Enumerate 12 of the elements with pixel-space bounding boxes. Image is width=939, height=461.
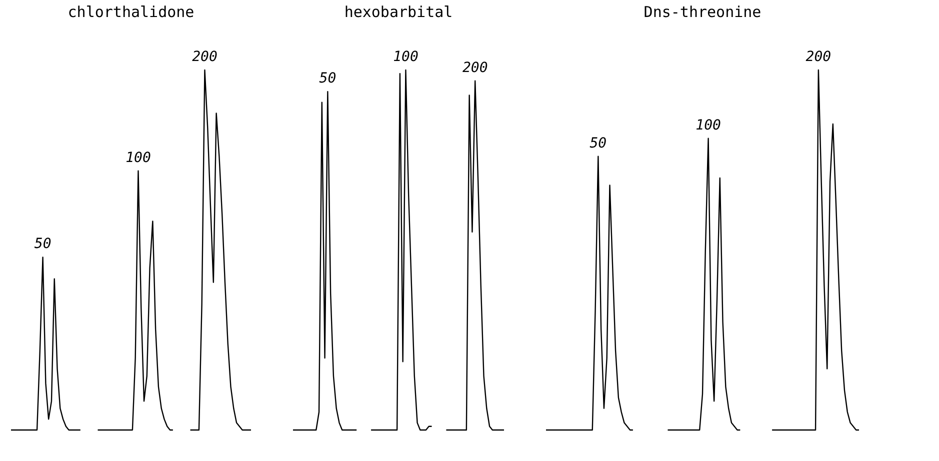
series-label: 200 xyxy=(806,49,832,65)
series-label: 100 xyxy=(393,49,418,65)
series-label: 100 xyxy=(126,150,151,166)
series-label: 50 xyxy=(590,135,607,152)
chart-title: hexobarbital xyxy=(344,3,453,21)
series-label: 50 xyxy=(319,70,336,87)
series-label: 100 xyxy=(696,117,721,134)
series-label: 50 xyxy=(34,236,52,252)
series-label: 200 xyxy=(192,49,218,65)
series-label: 200 xyxy=(462,60,488,76)
chart-title: chlorthalidone xyxy=(68,3,194,21)
chart-title: Dns-threonine xyxy=(644,3,762,21)
